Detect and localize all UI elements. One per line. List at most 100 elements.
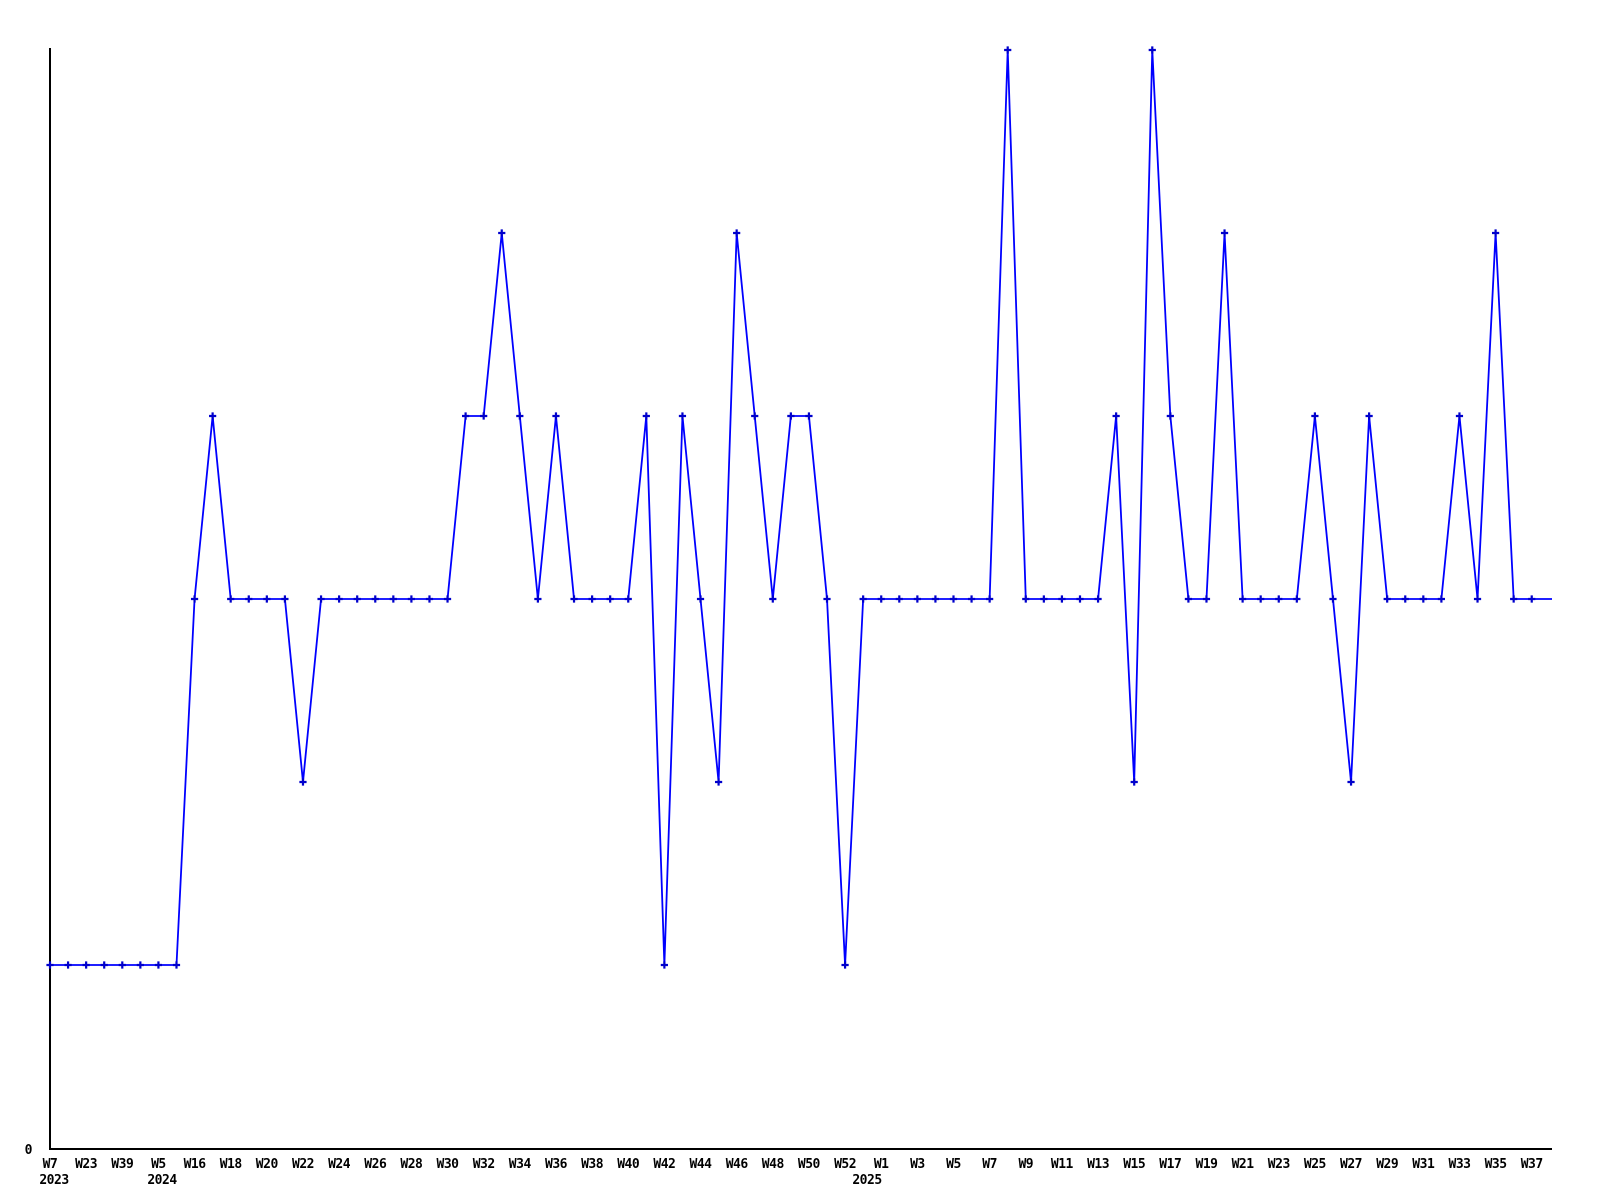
data-point-marker — [1329, 595, 1337, 603]
data-point-marker — [1455, 412, 1464, 420]
data-point-marker — [443, 595, 452, 603]
data-point-marker — [714, 778, 723, 786]
data-point-marker — [172, 961, 181, 969]
x-tick-label: W52 — [834, 1157, 856, 1172]
data-point-marker — [624, 595, 632, 603]
data-point-marker — [118, 961, 126, 969]
data-point-marker — [425, 595, 434, 603]
x-tick-label: W7 — [982, 1157, 997, 1172]
x-tick-label: W27 — [1340, 1157, 1362, 1172]
data-point-marker — [1166, 412, 1174, 420]
data-point-marker — [859, 595, 867, 603]
data-point-marker — [1401, 595, 1409, 603]
data-point-marker — [534, 595, 542, 603]
data-point-marker — [1184, 595, 1193, 603]
data-point-marker — [335, 595, 343, 603]
x-tick-label: W50 — [798, 1157, 821, 1172]
x-tick-label: W20 — [256, 1157, 279, 1172]
data-point-marker — [64, 961, 72, 969]
x-tick-label: W11 — [1051, 1157, 1074, 1172]
data-point-marker — [299, 778, 307, 786]
x-tick-label: W9 — [1018, 1157, 1033, 1172]
data-point-marker — [986, 595, 994, 603]
data-point-marker — [1239, 595, 1247, 603]
data-point-marker — [353, 595, 361, 603]
data-point-marker — [245, 595, 253, 603]
data-point-marker — [1347, 778, 1355, 786]
data-point-marker — [1004, 46, 1012, 54]
data-point-marker — [317, 595, 325, 603]
x-tick-label: W1 — [874, 1157, 889, 1172]
x-tick-label: W30 — [437, 1157, 460, 1172]
data-point-marker — [895, 595, 903, 603]
data-point-marker — [841, 961, 849, 969]
x-year-label: 2024 — [147, 1173, 177, 1188]
data-point-marker — [100, 961, 108, 969]
data-point-marker — [1257, 595, 1265, 603]
x-tick-label: W40 — [617, 1157, 640, 1172]
x-tick-label: W32 — [473, 1157, 495, 1172]
data-point-marker — [82, 961, 90, 969]
data-point-marker — [1365, 412, 1373, 420]
data-point-marker — [1040, 595, 1048, 603]
x-tick-label: W28 — [400, 1157, 423, 1172]
x-tick-label: W42 — [653, 1157, 675, 1172]
data-point-marker — [209, 412, 217, 420]
x-tick-label: W36 — [545, 1157, 568, 1172]
x-tick-label: W7 — [43, 1157, 58, 1172]
data-point-marker — [660, 961, 668, 969]
x-tick-label: W25 — [1304, 1157, 1326, 1172]
data-point-marker — [516, 412, 524, 420]
x-tick-label: W38 — [581, 1157, 604, 1172]
x-tick-label: W46 — [726, 1157, 749, 1172]
series-line — [50, 49, 1552, 966]
x-tick-label: W48 — [762, 1157, 785, 1172]
data-point-marker — [606, 595, 614, 603]
x-tick-label: W26 — [364, 1157, 387, 1172]
data-point-marker — [1220, 229, 1229, 237]
data-point-marker — [877, 595, 885, 603]
x-tick-label: W35 — [1485, 1157, 1507, 1172]
data-point-marker — [769, 595, 777, 603]
data-point-marker — [733, 229, 741, 237]
data-point-marker — [46, 961, 54, 969]
data-point-marker — [1492, 229, 1500, 237]
data-point-marker — [154, 961, 163, 969]
x-tick-label: W3 — [910, 1157, 925, 1172]
x-tick-label: W44 — [690, 1157, 713, 1172]
x-tick-label: W34 — [509, 1157, 532, 1172]
x-tick-label: W39 — [111, 1157, 133, 1172]
x-tick-label: W5 — [151, 1157, 166, 1172]
data-point-marker — [1202, 595, 1211, 603]
y-axis-zero-label: 0 — [25, 1143, 33, 1158]
data-point-marker — [1419, 595, 1427, 603]
data-point-marker — [371, 595, 379, 603]
data-point-marker — [1473, 595, 1482, 603]
data-point-marker — [1058, 595, 1066, 603]
data-point-marker — [1383, 595, 1391, 603]
x-tick-label: W33 — [1449, 1157, 1471, 1172]
data-point-marker — [805, 412, 813, 420]
data-point-marker — [1528, 595, 1536, 603]
data-point-marker — [967, 595, 976, 603]
data-point-marker — [190, 595, 199, 603]
data-point-marker — [1437, 595, 1445, 603]
data-point-marker — [1130, 778, 1138, 786]
data-point-marker — [1311, 412, 1319, 420]
data-point-marker — [588, 595, 596, 603]
data-point-marker — [678, 412, 687, 420]
x-tick-label: W18 — [220, 1157, 243, 1172]
data-point-marker — [1148, 46, 1156, 54]
data-point-marker — [136, 961, 144, 969]
data-point-marker — [1076, 595, 1084, 603]
x-tick-label: W15 — [1123, 1157, 1145, 1172]
data-point-marker — [227, 595, 235, 603]
data-point-marker — [407, 595, 415, 603]
x-tick-label: W5 — [946, 1157, 961, 1172]
data-point-marker — [462, 412, 470, 420]
data-point-marker — [389, 595, 397, 603]
x-tick-label: W37 — [1521, 1157, 1543, 1172]
data-point-marker — [949, 595, 958, 603]
data-point-marker — [751, 412, 759, 420]
